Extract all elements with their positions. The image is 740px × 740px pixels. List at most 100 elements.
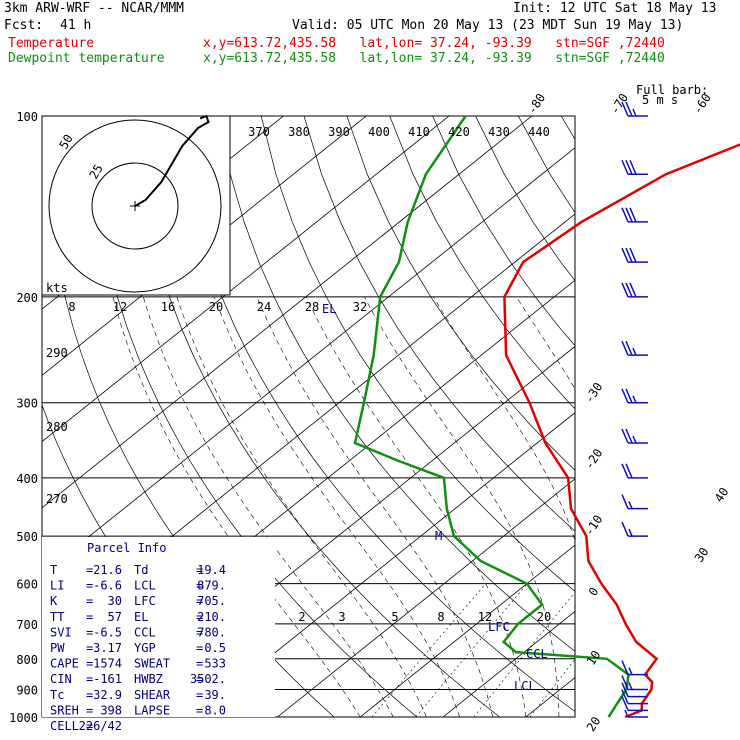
parcel-cell: HWBZ <box>134 672 163 686</box>
dry-adiabat <box>733 116 740 717</box>
wind-barb-flag <box>632 435 637 444</box>
parcel-cell: Td <box>134 563 148 577</box>
parcel-cell: 0.5 <box>204 641 226 655</box>
parcel-title: Parcel Info <box>87 541 166 555</box>
isotherm-line <box>42 116 533 509</box>
pressure-tick-label: 500 <box>16 530 38 544</box>
hodograph-trace <box>134 114 210 207</box>
wind-barb-flag <box>625 463 633 479</box>
wind-barb-flag <box>625 247 633 263</box>
parcel-cell: = <box>196 703 203 717</box>
wind-barb-flag <box>621 696 629 711</box>
wind-barb-flag <box>621 388 629 404</box>
parcel-cell: 57 <box>108 610 122 624</box>
wind-barb-flag <box>629 207 637 223</box>
wind-barb-flag <box>632 395 637 404</box>
parcel-cell: 21.6 <box>93 563 122 577</box>
dewpoint-legend-info: x,y=613.72,435.58 lat,lon= 37.24, -93.39… <box>203 51 665 66</box>
pressure-tick-label: 400 <box>16 472 38 486</box>
wind-barb <box>621 207 648 223</box>
parcel-cell: LCL <box>134 579 156 593</box>
parcel-cell: = <box>86 563 93 577</box>
wind-barb <box>621 101 648 117</box>
dry-adiabat <box>647 116 740 717</box>
sounding-profiles <box>353 115 740 719</box>
mixing-ratio-label: 20 <box>537 610 551 624</box>
parcel-cell: 879. <box>197 579 226 593</box>
isotherm-label: 40 <box>712 485 732 505</box>
parcel-cell: T <box>50 563 57 577</box>
temperature-legend-info: x,y=613.72,435.58 lat,lon= 37.24, -93.39… <box>203 36 665 51</box>
parcel-cell: 39. <box>204 688 226 702</box>
wetbulb-label: 32 <box>353 300 367 314</box>
init-time: Init: 12 UTC Sat 18 May 13 <box>513 1 717 16</box>
hodograph-units: kts <box>46 281 68 295</box>
hodograph-ring-label: 25 <box>86 162 105 182</box>
parcel-cell: = <box>196 610 203 624</box>
pressure-tick-label: 600 <box>16 578 38 592</box>
hodograph-ring <box>91 162 179 250</box>
parcel-cell: = <box>86 657 93 671</box>
parcel-cell: 3.17 <box>93 641 122 655</box>
wind-barb <box>621 340 648 356</box>
parcel-cell: PW <box>50 641 65 655</box>
parcel-cell: LI <box>50 579 64 593</box>
mixing-ratio-label: 3 <box>338 610 345 624</box>
isotherm-line <box>691 116 740 717</box>
valid-time: Valid: 05 UTC Mon 20 May 13 (23 MDT Sun … <box>292 18 684 33</box>
isotherm-line <box>194 412 575 717</box>
theta-label: 420 <box>448 125 470 139</box>
wind-barb-flag <box>625 340 633 356</box>
wind-barb <box>621 696 648 712</box>
dry-adiabat <box>175 116 575 712</box>
wind-barb-flag <box>625 388 633 404</box>
isotherm-label: 30 <box>692 545 712 565</box>
wind-barb-flag <box>628 528 633 537</box>
parcel-cell: = <box>86 579 93 593</box>
parcel-cell: 210. <box>197 610 226 624</box>
parcel-cell: = <box>86 688 93 702</box>
dry-adiabat-label: 280 <box>46 420 68 434</box>
dry-adiabat-label: 270 <box>46 492 68 506</box>
pressure-tick-label: 300 <box>16 397 38 411</box>
wind-barb-flag <box>632 347 637 356</box>
wind-barb <box>621 463 648 479</box>
pressure-tick-label: 100 <box>16 110 38 124</box>
theta-label: 380 <box>288 125 310 139</box>
dry-adiabat <box>560 116 575 140</box>
temperature-profile <box>503 143 740 719</box>
mixing-ratio-line <box>648 584 740 717</box>
isotherm-label: 0 <box>586 585 602 599</box>
parcel-cell: = <box>196 625 203 639</box>
parcel-cell: -161 <box>93 672 122 686</box>
moist-adiabat <box>214 296 460 717</box>
dry-adiabat <box>260 116 575 592</box>
isotherm-line <box>525 677 575 717</box>
wind-barb-flag <box>625 159 633 175</box>
ccl-marker: CCL <box>526 647 548 661</box>
parcel-box-bg <box>42 537 275 717</box>
wind-barb-flag <box>621 428 629 444</box>
moist-adiabat <box>725 297 740 717</box>
wind-barb-flag <box>625 428 633 444</box>
hodograph-ring-label: 50 <box>56 132 75 152</box>
model-title: 3km ARW-WRF -- NCAR/MMM <box>4 1 185 16</box>
wind-barb-flag <box>621 689 629 704</box>
wind-barb-flag <box>621 247 629 263</box>
pressure-tick-label: 900 <box>16 683 38 697</box>
parcel-cell: YGP <box>134 641 156 655</box>
parcel-cell: CIN <box>50 672 72 686</box>
isotherm-line <box>277 478 575 717</box>
parcel-cell: LFC <box>134 594 156 608</box>
wind-barb-flag <box>625 101 633 117</box>
wetbulb-label: 16 <box>161 300 175 314</box>
parcel-cell: SHEAR <box>134 688 171 702</box>
dewpoint-profile <box>353 115 630 718</box>
el-marker: EL <box>322 302 336 316</box>
pressure-tick-label: 200 <box>16 291 38 305</box>
wind-barb <box>621 682 648 698</box>
hodograph: 25 50 kts <box>41 114 231 296</box>
isotherm-line <box>359 544 575 717</box>
